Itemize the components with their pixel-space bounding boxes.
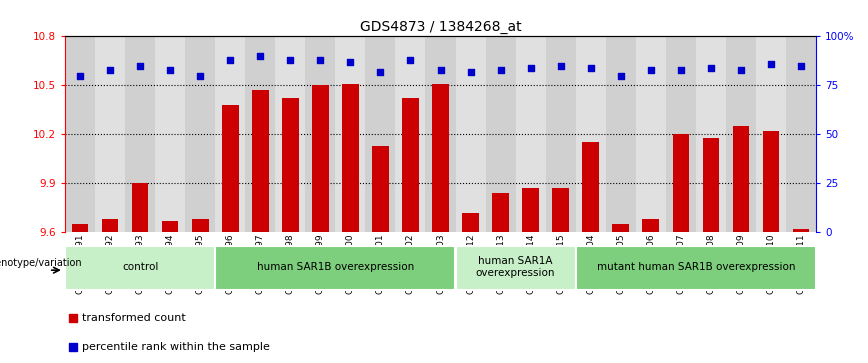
Bar xyxy=(155,36,185,232)
Bar xyxy=(516,36,546,232)
Point xyxy=(794,63,808,69)
Bar xyxy=(575,36,606,232)
Bar xyxy=(402,98,418,232)
Bar xyxy=(222,105,239,232)
Bar xyxy=(365,36,396,232)
Bar xyxy=(192,219,208,232)
Bar xyxy=(786,36,816,232)
Point xyxy=(103,67,117,73)
Bar xyxy=(95,36,125,232)
Point xyxy=(404,57,418,63)
Bar xyxy=(756,36,786,232)
Point xyxy=(554,63,568,69)
Point xyxy=(433,67,447,73)
Bar xyxy=(492,193,509,232)
Bar xyxy=(312,85,329,232)
Bar xyxy=(65,36,95,232)
Bar xyxy=(552,188,569,232)
Point xyxy=(133,63,147,69)
Text: mutant human SAR1B overexpression: mutant human SAR1B overexpression xyxy=(596,262,795,272)
Point xyxy=(674,67,687,73)
Bar xyxy=(282,98,299,232)
Point xyxy=(733,67,747,73)
Bar xyxy=(613,224,629,232)
Bar xyxy=(162,221,179,232)
Point xyxy=(223,57,237,63)
Bar xyxy=(65,246,215,290)
Point xyxy=(494,67,508,73)
Point xyxy=(373,69,387,74)
Bar xyxy=(432,84,449,232)
Bar xyxy=(666,36,696,232)
Text: transformed count: transformed count xyxy=(82,313,187,323)
Bar xyxy=(72,224,89,232)
Bar xyxy=(485,36,516,232)
Bar xyxy=(456,246,575,290)
Text: control: control xyxy=(122,262,158,272)
Bar xyxy=(275,36,306,232)
Bar xyxy=(215,36,246,232)
Text: genotype/variation: genotype/variation xyxy=(0,258,82,268)
Text: human SAR1A
overexpression: human SAR1A overexpression xyxy=(476,256,556,278)
Bar xyxy=(132,183,148,232)
Point xyxy=(523,65,537,70)
Point xyxy=(73,73,87,78)
Bar xyxy=(792,229,809,232)
Point xyxy=(163,67,177,73)
Bar xyxy=(673,134,689,232)
Bar xyxy=(546,36,575,232)
Bar xyxy=(125,36,155,232)
Bar xyxy=(463,213,479,232)
Bar xyxy=(246,36,275,232)
Bar xyxy=(185,36,215,232)
Text: human SAR1B overexpression: human SAR1B overexpression xyxy=(257,262,414,272)
Point xyxy=(583,65,597,70)
Point xyxy=(464,69,477,74)
Point xyxy=(344,59,358,65)
Bar xyxy=(335,36,365,232)
Bar xyxy=(763,131,779,232)
Bar xyxy=(306,36,335,232)
Bar xyxy=(635,36,666,232)
Bar xyxy=(342,84,358,232)
Point xyxy=(614,73,628,78)
Point xyxy=(194,73,207,78)
Bar xyxy=(733,126,749,232)
Point xyxy=(283,57,297,63)
Bar xyxy=(425,36,456,232)
Point xyxy=(644,67,658,73)
Bar xyxy=(642,219,659,232)
Bar xyxy=(215,246,456,290)
Bar xyxy=(726,36,756,232)
Bar xyxy=(575,246,816,290)
Bar xyxy=(582,142,599,232)
Point xyxy=(764,61,778,67)
Bar xyxy=(696,36,726,232)
Bar xyxy=(523,188,539,232)
Bar xyxy=(456,36,485,232)
Bar xyxy=(396,36,425,232)
Bar xyxy=(702,138,719,232)
Point xyxy=(253,53,267,59)
Point xyxy=(313,57,327,63)
Text: percentile rank within the sample: percentile rank within the sample xyxy=(82,342,270,352)
Title: GDS4873 / 1384268_at: GDS4873 / 1384268_at xyxy=(359,20,522,34)
Bar xyxy=(372,146,389,232)
Bar xyxy=(252,90,268,232)
Bar xyxy=(606,36,635,232)
Point xyxy=(704,65,718,70)
Bar xyxy=(102,219,118,232)
